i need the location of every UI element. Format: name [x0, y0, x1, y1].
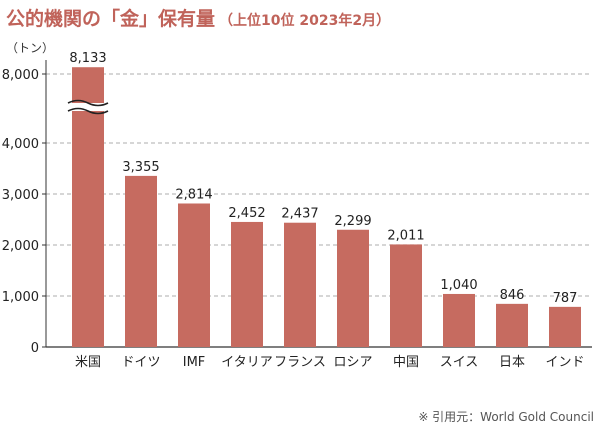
bar-5 [284, 222, 316, 347]
axis-break-mark [67, 107, 109, 115]
bar-value-label: 3,355 [122, 160, 159, 175]
bar-value-label: 2,299 [334, 214, 371, 229]
bar-value-label: 2,452 [228, 206, 265, 221]
x-tick-label: インド [545, 355, 584, 370]
bar-9 [496, 303, 528, 347]
y-tick-label: 2,000 [2, 239, 39, 254]
bar-6 [337, 229, 369, 347]
x-tick-label: 日本 [499, 355, 525, 370]
bar-10 [549, 306, 581, 347]
bar-value-label: 2,814 [175, 187, 212, 202]
bar-value-label: 2,437 [281, 207, 318, 222]
x-tick-label: IMF [183, 355, 206, 370]
bar-value-label: 8,133 [69, 51, 106, 66]
bar-8 [443, 293, 475, 347]
x-tick-label: ドイツ [121, 355, 160, 370]
chart-title: 公的機関の「金」保有量 （上位10位 2023年2月） [6, 4, 390, 31]
axis-break-mark [67, 99, 109, 107]
x-tick-label: ロシア [333, 355, 372, 370]
source-note: ※ 引用元：World Gold Council [418, 410, 594, 424]
y-tick-label: 0 [31, 341, 39, 356]
y-unit-label: （トン） [6, 41, 54, 55]
bar-2 [125, 175, 157, 347]
axis-break-gap [68, 103, 108, 111]
bar-3 [178, 203, 210, 347]
x-tick-label: 米国 [75, 355, 101, 370]
y-tick-label: 8,000 [2, 68, 39, 83]
bar-value-label: 787 [553, 291, 578, 306]
bar-value-label: 846 [500, 288, 525, 303]
chart-title-main: 公的機関の「金」保有量 [6, 8, 216, 30]
x-tick-label: イタリア [221, 355, 272, 370]
bar-value-label: 2,011 [387, 228, 424, 243]
y-tick-label: 1,000 [2, 290, 39, 305]
bar-value-label: 1,040 [440, 278, 477, 293]
bar-7 [390, 244, 422, 347]
y-tick-label: 3,000 [2, 188, 39, 203]
x-tick-label: フランス [274, 355, 326, 370]
bar-4 [231, 221, 263, 347]
x-tick-label: スイス [440, 355, 479, 370]
y-tick-label: 4,000 [2, 137, 39, 152]
x-tick-label: 中国 [393, 355, 419, 370]
chart-title-sub: （上位10位 2023年2月） [219, 13, 391, 29]
